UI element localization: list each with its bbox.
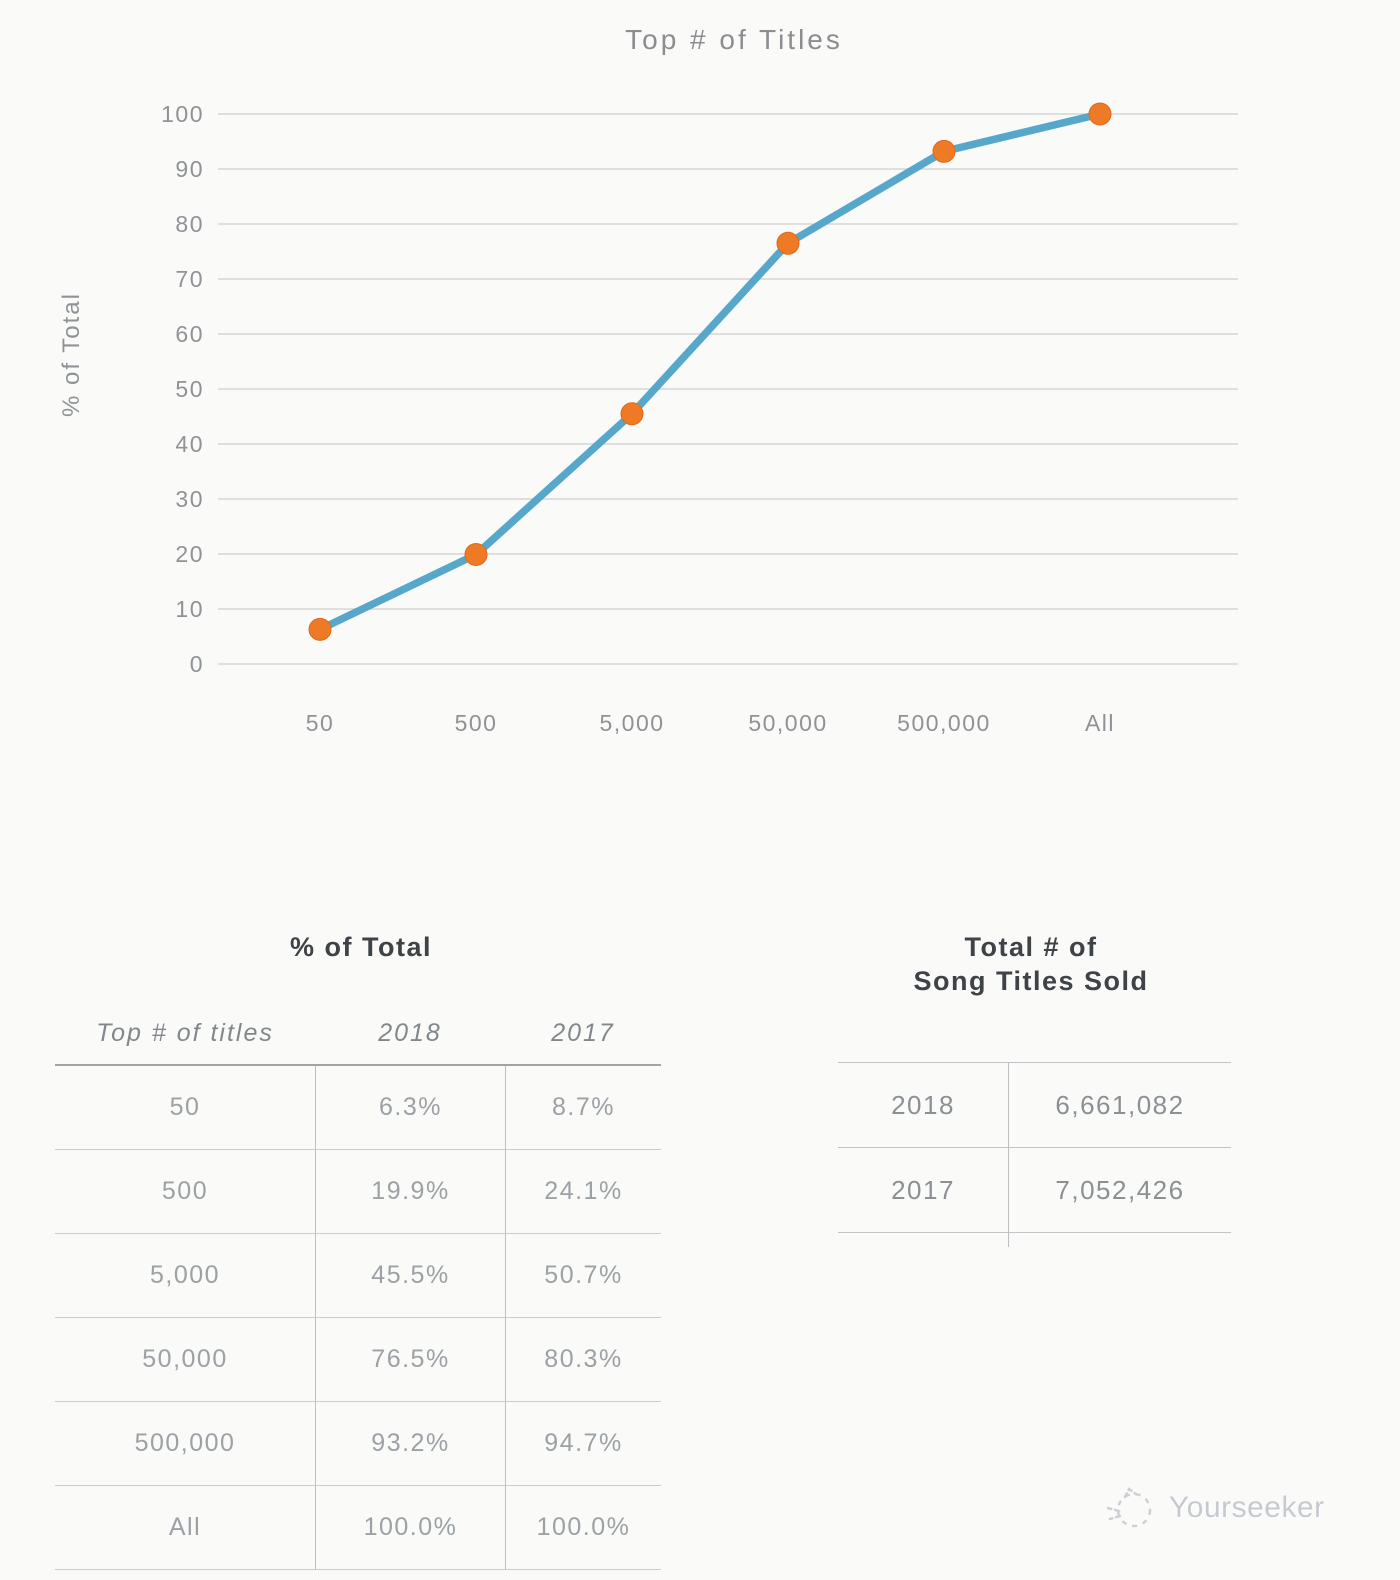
svg-text:50,000: 50,000 [748, 710, 827, 736]
percent-of-total-heading: % of Total [290, 932, 432, 962]
table-cell: 500,000 [55, 1402, 315, 1486]
svg-text:All: All [1085, 710, 1115, 736]
chart-title: Top # of Titles [625, 24, 843, 55]
svg-text:20: 20 [175, 541, 204, 567]
svg-text:5,000: 5,000 [599, 710, 664, 736]
table-cell: 2017 [838, 1148, 1008, 1233]
svg-text:500: 500 [455, 710, 498, 736]
svg-text:40: 40 [175, 431, 204, 457]
svg-text:70: 70 [175, 266, 204, 292]
table-cell: 45.5% [315, 1234, 505, 1318]
svg-text:10: 10 [175, 596, 204, 622]
svg-text:90: 90 [175, 156, 204, 182]
table-divider-extension [1008, 1233, 1009, 1247]
table-cell: 76.5% [315, 1318, 505, 1402]
table-cell: 5,000 [55, 1234, 315, 1318]
table-cell: 100.0% [315, 1486, 505, 1570]
column-header-2018: 2018 [378, 1018, 442, 1047]
watermark: Yourseeker [1105, 1478, 1365, 1538]
table-cell: 94.7% [505, 1402, 661, 1486]
table-cell: 80.3% [505, 1318, 661, 1402]
song-titles-sold-heading: Total # of Song Titles Sold [913, 930, 1148, 998]
column-header-top-titles: Top # of titles [96, 1018, 274, 1047]
table-cell: 24.1% [505, 1150, 661, 1234]
svg-text:50: 50 [306, 710, 335, 736]
percent-of-total-table: 50 6.3% 8.7% 500 19.9% 24.1% 5,000 45.5%… [55, 1064, 661, 1570]
table-cell: 93.2% [315, 1402, 505, 1486]
table-cell: 7,052,426 [1008, 1148, 1231, 1233]
table-cell: 2018 [838, 1063, 1008, 1148]
heading-line-1: Total # of [964, 932, 1098, 962]
table-cell: 6,661,082 [1008, 1063, 1231, 1148]
svg-text:50: 50 [175, 376, 204, 402]
svg-text:30: 30 [175, 486, 204, 512]
table-cell: 50,000 [55, 1318, 315, 1402]
table-cell: All [55, 1486, 315, 1570]
svg-text:0: 0 [190, 651, 204, 677]
table-cell: 8.7% [505, 1066, 661, 1150]
heading-line-2: Song Titles Sold [913, 966, 1149, 996]
svg-text:60: 60 [175, 321, 204, 347]
percent-table-header-row: Top # of titles 2018 2017 [55, 1012, 661, 1054]
table-cell: 50.7% [505, 1234, 661, 1318]
column-header-2017: 2017 [551, 1018, 615, 1047]
svg-text:100: 100 [161, 101, 204, 127]
table-cell: 100.0% [505, 1486, 661, 1570]
song-titles-sold-table: 2018 6,661,082 2017 7,052,426 [838, 1062, 1231, 1233]
chart-plot-area: 0 10 20 30 40 50 60 70 80 90 100 50 500 5,000 50,000 50… [161, 101, 1238, 736]
table-cell: 19.9% [315, 1150, 505, 1234]
table-cell: 6.3% [315, 1066, 505, 1150]
yourseeker-cat-logo-icon [1106, 1487, 1152, 1528]
table-cell: 500 [55, 1150, 315, 1234]
table-cell: 50 [55, 1066, 315, 1150]
svg-text:500,000: 500,000 [897, 710, 991, 736]
svg-text:80: 80 [175, 211, 204, 237]
watermark-brand: Yourseeker [1169, 1491, 1325, 1524]
